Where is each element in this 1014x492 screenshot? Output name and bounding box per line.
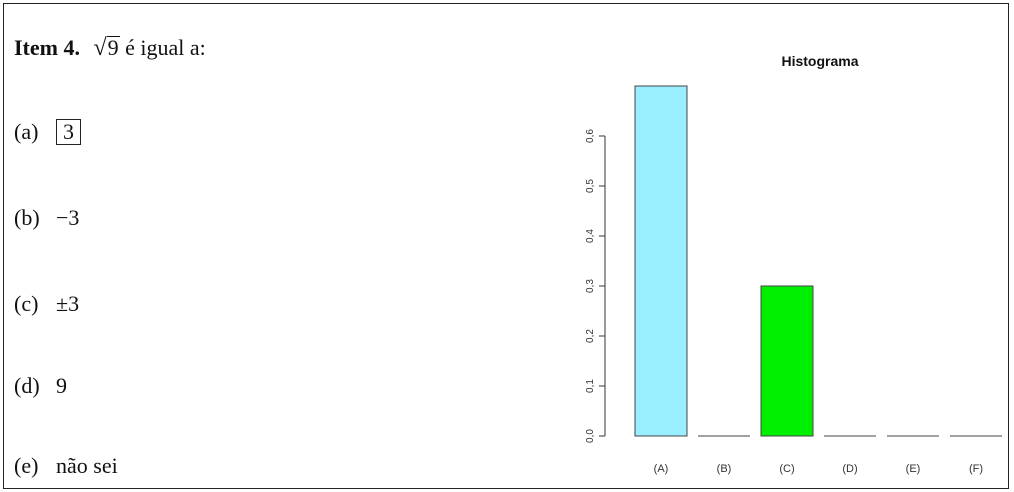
option-a: (a) 3 [14, 118, 81, 146]
x-tick-label: (D) [842, 463, 857, 475]
y-tick-label: 0,3 [585, 279, 596, 293]
option-value: não sei [56, 453, 118, 478]
y-tick-label: 0,4 [585, 229, 596, 243]
option-letter: (d) [14, 373, 40, 398]
option-b: (b) −3 [14, 204, 79, 232]
histogram-chart: Histograma 0,00,10,20,30,40,50,6 (A) (B)(… [585, 53, 1002, 475]
x-tick-label: (E) [906, 463, 921, 475]
y-tick-label: 0,5 [585, 179, 596, 193]
y-axis: 0,0 0,1 0,2 0,3 0,4 0,5 0,6 [585, 129, 606, 443]
question-heading: Item 4. √9 é igual a: [14, 34, 206, 62]
y-tick-label: 0,2 [585, 329, 596, 343]
y-tick-label: 0,0 [585, 429, 596, 443]
bars [634, 85, 1002, 437]
option-c: (c) ±3 [14, 290, 79, 318]
item-label: Item 4. [14, 35, 80, 60]
y-tick-label: 0,1 [585, 379, 596, 393]
x-tick-label: (A) [654, 463, 669, 475]
bar-c [760, 285, 814, 437]
option-e: (e) não sei [14, 452, 118, 480]
option-value: 9 [56, 373, 67, 398]
bar-a [634, 85, 688, 437]
option-d: (d) 9 [14, 372, 67, 400]
x-axis-labels: (A) (B) (C) (D) (E) (F) [654, 463, 983, 475]
x-tick-label: (B) [717, 463, 732, 475]
y-tick-label: 0,6 [585, 129, 596, 143]
option-letter: (a) [14, 119, 39, 144]
option-value: −3 [56, 205, 80, 230]
x-tick-label: (C) [779, 463, 794, 475]
chart-title: Histograma [781, 53, 858, 69]
sqrt-expression: √9 [93, 35, 120, 61]
x-tick-label: (F) [969, 463, 983, 475]
radicand: 9 [106, 35, 120, 60]
question-text: é igual a: [125, 35, 206, 60]
option-letter: (e) [14, 453, 39, 478]
option-value: ±3 [56, 291, 80, 316]
option-letter: (b) [14, 205, 40, 230]
option-letter: (c) [14, 291, 39, 316]
item-frame [3, 3, 1009, 489]
option-value-boxed: 3 [56, 119, 81, 145]
